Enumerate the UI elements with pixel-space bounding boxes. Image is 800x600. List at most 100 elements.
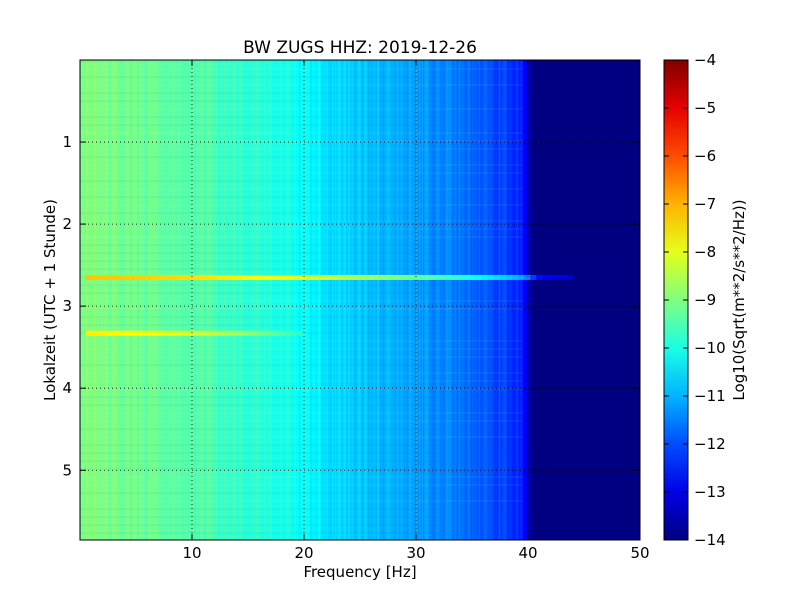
heatmap-column <box>521 60 523 540</box>
heatmap-column <box>614 60 617 540</box>
heatmap-column <box>372 60 375 540</box>
heatmap-column <box>467 60 470 540</box>
heatmap-column <box>336 60 339 540</box>
heatmap-column <box>189 60 192 540</box>
event-band-segment <box>359 274 367 280</box>
heatmap-column <box>264 60 267 540</box>
heatmap-column <box>418 60 421 540</box>
heatmap-column <box>368 60 371 540</box>
heatmap-column <box>206 60 208 540</box>
heatmap-column <box>420 60 423 540</box>
heatmap-streak <box>80 252 523 254</box>
heatmap-streak <box>80 484 523 486</box>
heatmap-column <box>187 60 190 540</box>
y-axis-ticks: 1 2 3 4 5 <box>62 133 640 479</box>
heatmap-column <box>567 60 570 540</box>
heatmap-column <box>598 60 600 540</box>
heatmap-column <box>346 60 348 540</box>
heatmap-column <box>633 60 635 540</box>
event-band-segment <box>112 330 117 336</box>
heatmap-column <box>488 60 491 540</box>
heatmap-column <box>263 60 266 540</box>
event-band-segment <box>566 274 574 280</box>
heatmap-streak <box>80 476 523 478</box>
event-band-segment <box>172 330 177 336</box>
heatmap-column <box>430 60 432 540</box>
heatmap-column <box>525 60 528 540</box>
heatmap-column <box>316 60 319 540</box>
heatmap-column <box>259 60 262 540</box>
heatmap-column <box>546 60 549 540</box>
heatmap-streak <box>80 436 523 438</box>
heatmap-column <box>495 60 498 540</box>
heatmap-column <box>533 60 536 540</box>
colorbar-tick-label: −9 <box>694 291 716 309</box>
heatmap-column <box>116 60 119 540</box>
event-band-segment <box>530 274 537 280</box>
heatmap-column <box>227 60 229 540</box>
event-band-segment <box>384 274 391 280</box>
heatmap-streak <box>80 452 523 454</box>
heatmap-column <box>245 60 248 540</box>
heatmap-column <box>151 60 154 540</box>
heatmap-streak <box>80 124 523 126</box>
heatmap-column <box>553 60 556 540</box>
event-band-segment <box>181 330 185 336</box>
heatmap-column <box>435 60 438 540</box>
heatmap-streak <box>80 132 523 134</box>
event-band-segment <box>432 274 440 280</box>
heatmap-column <box>486 60 488 540</box>
heatmap-column <box>162 60 165 540</box>
heatmap-streak <box>80 220 523 222</box>
heatmap-column <box>256 60 259 540</box>
event-band-segment <box>213 274 221 280</box>
heatmap-column <box>351 60 354 540</box>
event-band-segment <box>207 274 214 280</box>
heatmap-column <box>508 60 511 540</box>
heatmap-column <box>501 60 504 540</box>
heatmap-column <box>623 60 626 540</box>
event-band-segment <box>304 274 312 280</box>
heatmap-column <box>157 60 159 540</box>
heatmap-column <box>318 60 320 540</box>
heatmap-column <box>243 60 246 540</box>
heatmap-column <box>319 60 322 540</box>
heatmap-column <box>250 60 253 540</box>
heatmap-column <box>315 60 318 540</box>
heatmap-column <box>96 60 99 540</box>
heatmap-column <box>229 60 232 540</box>
event-band-segment <box>200 330 204 336</box>
event-band-segment <box>252 330 256 336</box>
heatmap-column <box>444 60 446 540</box>
event-band-segment <box>298 274 306 280</box>
heatmap-column <box>410 60 413 540</box>
heatmap-column <box>120 60 123 540</box>
heatmap-column <box>393 60 396 540</box>
event-band-segment <box>243 330 248 336</box>
heatmap-streak <box>80 492 523 494</box>
heatmap-column <box>225 60 228 540</box>
heatmap-column <box>213 60 215 540</box>
heatmap-column <box>402 60 404 540</box>
x-tick-label: 30 <box>406 544 425 562</box>
colorbar-tick-label: −7 <box>694 195 716 213</box>
heatmap-column <box>137 60 140 540</box>
event-band-segment <box>126 330 130 336</box>
heatmap-column <box>438 60 441 540</box>
heatmap-column <box>262 60 264 540</box>
heatmap-column <box>399 60 402 540</box>
heatmap-column <box>364 60 367 540</box>
event-band-segment <box>390 274 397 280</box>
heatmap-column <box>215 60 218 540</box>
heatmap-column <box>221 60 224 540</box>
heatmap-column <box>312 60 315 540</box>
heatmap-column <box>333 60 336 540</box>
heatmap-column <box>379 60 382 540</box>
heatmap-column <box>182 60 185 540</box>
heatmap-column <box>596 60 599 540</box>
heatmap-column <box>141 60 144 540</box>
event-band-segment <box>426 274 434 280</box>
colorbar-tick-label: −12 <box>694 435 726 453</box>
heatmap-column <box>411 60 414 540</box>
heatmap-column <box>175 60 178 540</box>
